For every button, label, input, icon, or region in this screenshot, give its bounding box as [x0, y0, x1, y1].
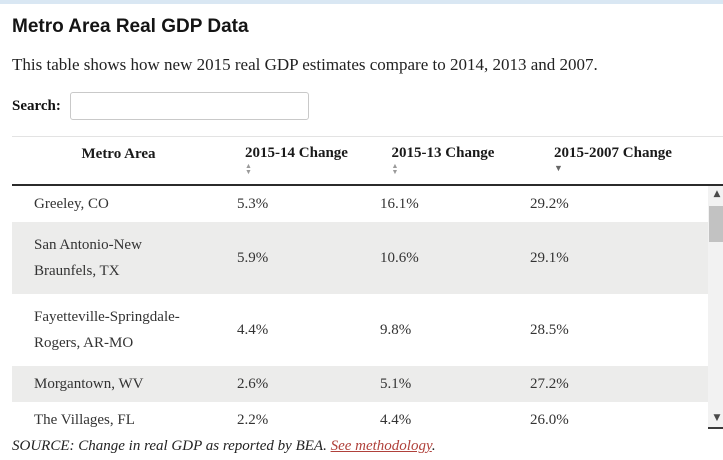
metro-area-cell: Greeley, CO [34, 196, 109, 212]
change-2015-13-cell: 16.1% [380, 195, 419, 212]
column-header-2015-14-change[interactable]: 2015-14 Change ▲ ▼ [225, 137, 368, 184]
source-period: . [431, 438, 436, 454]
sort-descending-icon[interactable]: ▼ [554, 163, 563, 173]
page-subtitle: This table shows how new 2015 real GDP e… [12, 55, 598, 74]
search-input[interactable] [69, 92, 309, 120]
column-header-metro-area[interactable]: Metro Area [12, 137, 225, 184]
change-2015-2007-cell: 29.2% [530, 195, 569, 212]
metro-area-cell: The Villages, FL [34, 412, 135, 428]
sort-both-icon[interactable]: ▲ ▼ [391, 162, 495, 176]
column-header-2015-13-change[interactable]: 2015-13 Change ▲ ▼ [368, 137, 518, 184]
change-2015-13-cell: 4.4% [380, 411, 412, 428]
change-2015-14-cell: 2.6% [237, 375, 269, 392]
column-header-label: Metro Area [81, 146, 156, 162]
source-text: SOURCE: Change in real GDP as reported b… [12, 438, 331, 454]
change-2015-14-cell: 2.2% [237, 411, 269, 428]
column-header-label: 2015-14 Change [245, 145, 348, 161]
column-header-2015-2007-change[interactable]: 2015-2007 Change ▼ [518, 137, 708, 184]
table-body: Greeley, CO 5.3% 16.1% 29.2% San Antonio… [12, 186, 708, 429]
column-header-label: 2015-2007 Change [554, 145, 672, 161]
table-scroll-viewport: Greeley, CO 5.3% 16.1% 29.2% San Antonio… [12, 186, 723, 429]
sort-down-icon: ▼ [391, 168, 399, 176]
search-bar: Search: [12, 92, 713, 120]
scrollbar-thumb[interactable] [709, 206, 723, 242]
see-methodology-link[interactable]: See methodology [330, 438, 432, 454]
metro-area-cell: Morgantown, WV [34, 376, 144, 392]
page-top-strip [0, 0, 723, 4]
change-2015-13-cell: 9.8% [380, 321, 412, 338]
scrollbar-down-arrow-icon[interactable]: ▼ [708, 410, 723, 427]
sort-down-icon: ▼ [245, 168, 252, 176]
source-note: SOURCE: Change in real GDP as reported b… [12, 438, 713, 455]
sort-both-icon[interactable]: ▲ ▼ [245, 162, 348, 176]
table-row-clipped: The Villages, FL 2.2% 4.4% 26.0% [12, 402, 708, 429]
search-label: Search: [12, 97, 61, 114]
table-row: Greeley, CO 5.3% 16.1% 29.2% [12, 186, 708, 222]
change-2015-14-cell: 5.9% [237, 249, 269, 266]
table-row: Fayetteville-Springdale-Rogers, AR-MO 4.… [12, 294, 708, 366]
vertical-scrollbar[interactable]: ▲ ▼ [708, 186, 723, 429]
page-title: Metro Area Real GDP Data [12, 16, 249, 37]
table-row: San Antonio-New Braunfels, TX 5.9% 10.6%… [12, 222, 708, 294]
change-2015-2007-cell: 27.2% [530, 375, 569, 392]
sort-up-icon: ▲ [245, 162, 252, 170]
change-2015-14-cell: 5.3% [237, 195, 269, 212]
widget-container: Metro Area Real GDP Data This table show… [0, 4, 723, 455]
change-2015-13-cell: 5.1% [380, 375, 412, 392]
change-2015-14-cell: 4.4% [237, 321, 269, 338]
gdp-data-table: Metro Area 2015-14 Change ▲ ▼ 2015-13 Cha… [12, 136, 723, 429]
table-header-row: Metro Area 2015-14 Change ▲ ▼ 2015-13 Cha… [12, 136, 723, 186]
column-header-label: 2015-13 Change [391, 145, 495, 161]
metro-area-cell: Fayetteville-Springdale-Rogers, AR-MO [34, 309, 180, 351]
change-2015-2007-cell: 28.5% [530, 321, 569, 338]
change-2015-2007-cell: 26.0% [530, 411, 569, 428]
scrollbar-up-arrow-icon[interactable]: ▲ [708, 186, 723, 203]
table-row: Morgantown, WV 2.6% 5.1% 27.2% [12, 366, 708, 402]
change-2015-2007-cell: 29.1% [530, 249, 569, 266]
change-2015-13-cell: 10.6% [380, 249, 419, 266]
sort-up-icon: ▲ [391, 162, 399, 170]
metro-area-cell: San Antonio-New Braunfels, TX [34, 237, 142, 279]
